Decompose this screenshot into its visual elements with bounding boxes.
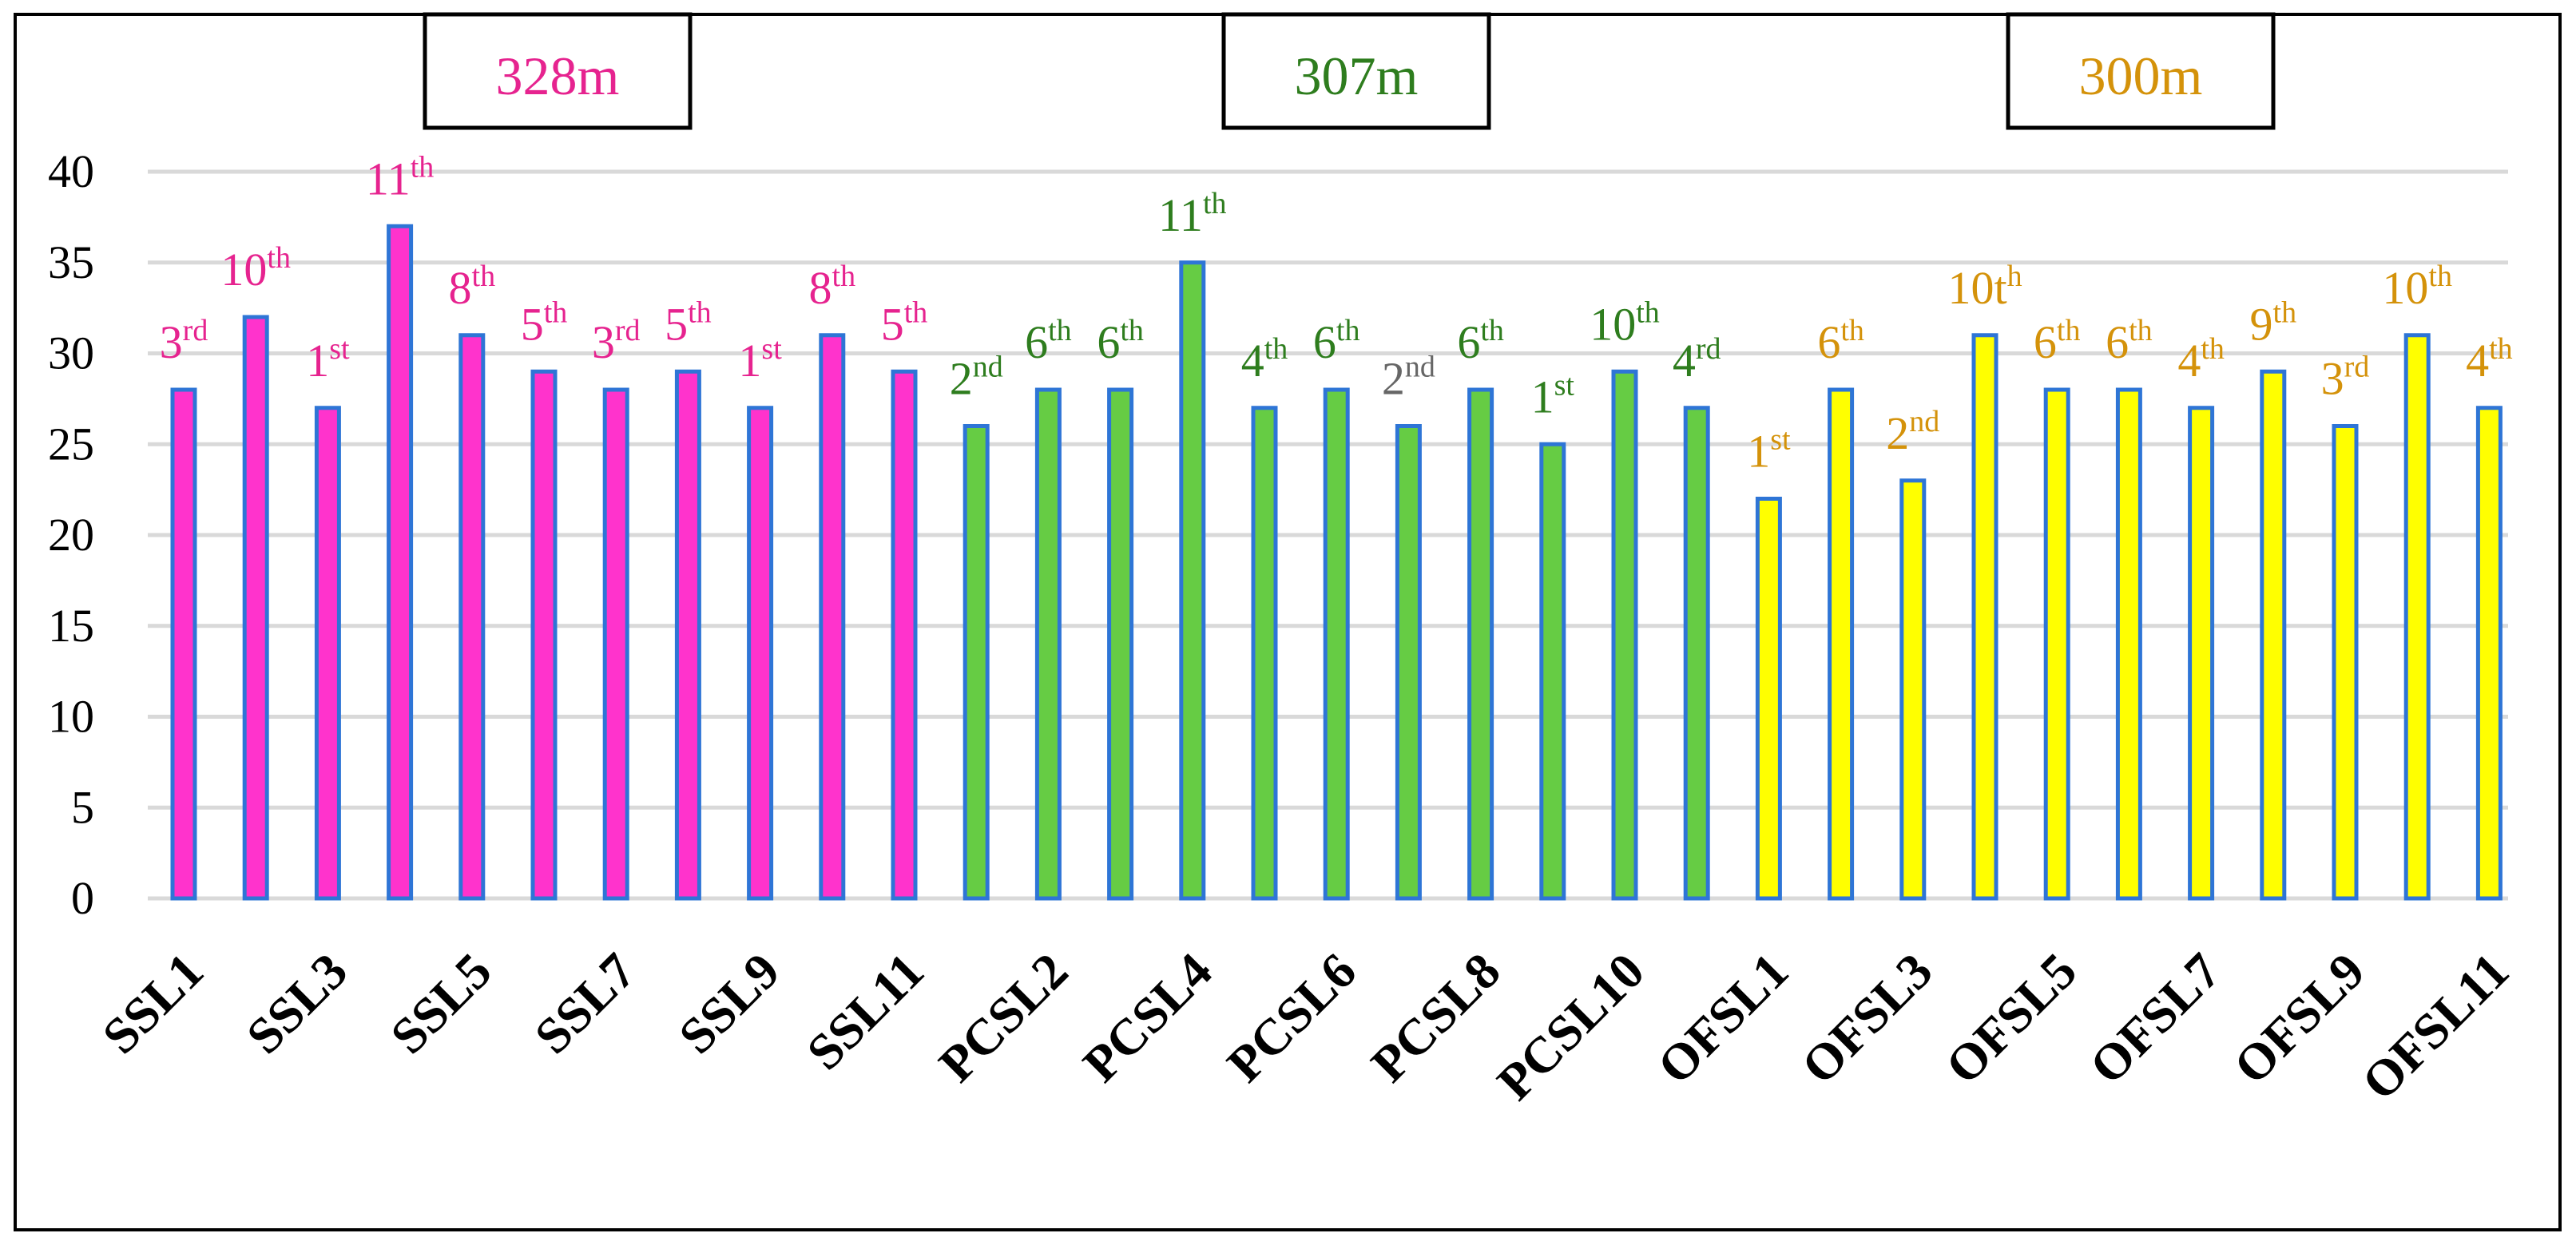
bar-pcsl3 [1107,387,1134,901]
group-header-label: 328m [496,46,620,106]
bar-pcsl8 [1467,387,1494,901]
rank-label: 3rd [2321,351,2370,405]
rank-label: 10th [220,241,291,295]
bar-ssl5 [458,333,486,901]
bar-ofsl11 [2475,406,2503,901]
rank-label: 2nd [1886,405,1939,459]
rank-label: 9th [2250,295,2297,350]
group-header-ofsl: 300m [2006,12,2276,130]
group-header-box [1221,12,1491,130]
rank-label: 3rd [160,314,208,368]
y-tick-label: 35 [48,236,94,288]
rank-label: 5th [881,295,928,350]
group-headers: 328m 307m 300m [423,12,2276,130]
bar-ofsl3 [1899,478,1927,901]
bar-pcsl9 [1539,442,1566,901]
y-axis-ticks: 0 5 10 15 20 25 30 35 40 [48,145,94,924]
group-header-box [2006,12,2276,130]
rank-label: 6th [2106,314,2153,368]
rank-label: 1st [1747,423,1791,478]
bars [170,224,2503,901]
bar-pcsl6 [1323,387,1350,901]
rank-label: 4th [1241,332,1288,387]
bar-pcsl5 [1251,406,1278,901]
rank-label: 1st [1531,368,1575,422]
bar-ssl9 [747,406,774,901]
y-tick-label: 15 [48,600,94,652]
bar-ofsl2 [1828,387,1855,901]
rank-label: 6th [1457,314,1504,368]
bar-pcsl11 [1683,406,1710,901]
rank-label: 3rd [592,314,641,368]
bar-ofsl4 [1971,333,1998,901]
group-header-box [423,12,693,130]
y-tick-label: 5 [71,781,94,833]
bar-ofsl9 [2332,424,2359,901]
bar-pcsl7 [1395,424,1422,901]
bar-ofsl6 [2115,387,2142,901]
rank-label: 5th [521,295,568,350]
bar-ssl6 [530,369,558,901]
rank-label: 6th [2034,314,2081,368]
bar-ssl11 [891,369,918,901]
bar-ofsl7 [2188,406,2215,901]
rank-label: 6th [1025,314,1072,368]
rank-label: 4th [2466,332,2513,387]
y-tick-label: 20 [48,509,94,561]
group-header-pcsl: 307m [1221,12,1491,130]
bar-ssl3 [314,406,341,901]
rank-label: 10th [1947,260,2022,314]
rank-label: 5th [665,295,712,350]
y-tick-label: 30 [48,327,94,379]
bar-ssl8 [674,369,701,901]
bar-ofsl8 [2260,369,2287,901]
bar-ofsl10 [2403,333,2431,901]
bar-ofsl1 [1755,497,1782,901]
bar-pcsl10 [1611,369,1638,901]
rank-label: 8th [809,260,856,314]
rank-label: 11th [366,150,434,204]
y-tick-label: 0 [71,872,94,924]
rank-label: 10th [2382,260,2452,314]
y-tick-label: 25 [48,418,94,470]
rank-label: 4rd [1673,332,1721,387]
group-header-ssl: 328m [423,12,693,130]
rank-label: 6th [1817,314,1864,368]
bar-ssl4 [387,224,414,901]
rank-label: 4th [2177,332,2225,387]
rank-label: 1st [738,332,782,387]
rank-label: 10th [1590,295,1660,350]
bar-ssl1 [170,387,197,901]
bar-ofsl5 [2043,387,2070,901]
group-header-label: 300m [2079,46,2203,106]
rank-label: 11th [1158,187,1226,241]
bar-ssl7 [602,387,629,901]
rank-label: 6th [1097,314,1144,368]
bar-pcsl2 [1034,387,1062,901]
bar-pcsl1 [963,424,990,901]
rank-label: 1st [306,332,350,387]
bar-pcsl4 [1179,260,1206,901]
rank-label: 2nd [950,351,1003,405]
bar-ssl10 [819,333,846,901]
rank-label: 8th [449,260,496,314]
y-tick-label: 10 [48,691,94,743]
bar-ssl2 [242,315,269,901]
group-header-label: 307m [1295,46,1419,106]
rank-label: 2nd [1382,351,1435,405]
y-tick-label: 40 [48,145,94,197]
rank-label: 6th [1313,314,1360,368]
